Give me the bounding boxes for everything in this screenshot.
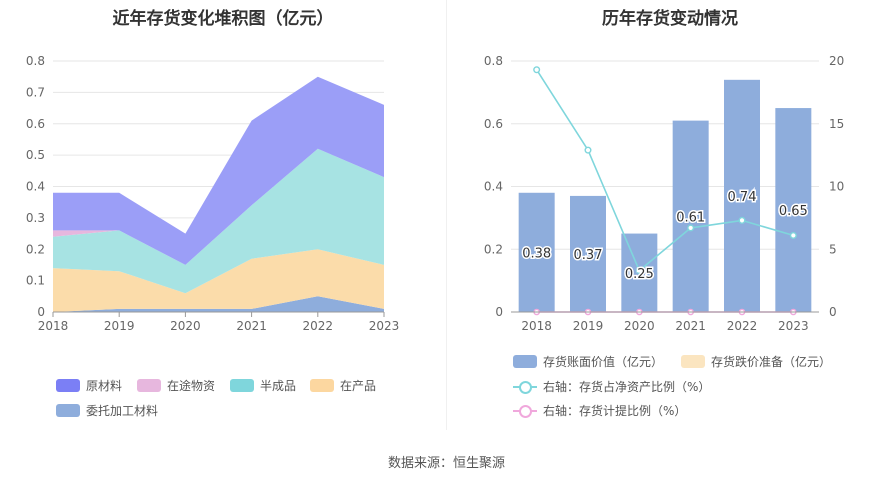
x-tick-label: 2020 (170, 319, 201, 333)
y-left-tick-label: 0.4 (484, 180, 503, 194)
x-tick-label: 2018 (38, 319, 69, 333)
line-point (533, 66, 541, 74)
area-series (53, 296, 384, 312)
x-tick-label: 2022 (727, 319, 758, 333)
stacked-area-chart: 0 0.1 0.2 0.3 0.4 0.5 0.6 0.7 0.8 2018 2019 2020 202… (26, 54, 400, 333)
area-series (53, 76, 384, 265)
x-tick-label: 2022 (303, 319, 334, 333)
data-source-footer: 数据来源：恒生聚源 (387, 456, 505, 471)
line-point (584, 146, 592, 154)
bar (672, 120, 709, 312)
legend-swatch (310, 379, 334, 392)
line-point (738, 216, 746, 224)
line-point (635, 267, 643, 275)
legend-item-semi-finished[interactable]: 半成品 (230, 377, 296, 394)
x-tick-label: 2019 (104, 319, 135, 333)
legend-item-outsourced[interactable]: 委托加工材料 (56, 402, 158, 419)
legend-label: 委托加工材料 (86, 404, 159, 418)
x-tick-label: 2021 (675, 319, 706, 333)
y-tick-label: 0.1 (26, 274, 45, 288)
area-series (53, 148, 384, 294)
y-tick-label: 0.4 (26, 180, 45, 194)
legend-item-inventory-ratio[interactable]: 右轴：存货占净资产比例（%） (513, 378, 710, 395)
bar-data-label: 0.25 (625, 267, 654, 282)
legend-label: 存货账面价值（亿元） (543, 355, 664, 369)
y-right-tick-label: 15 (829, 117, 844, 131)
y-right-tick-label: 20 (829, 54, 844, 68)
legend-item-impairment[interactable]: 存货跌价准备（亿元） (681, 353, 831, 370)
legend-label: 在途物资 (167, 379, 216, 393)
legend-label: 半成品 (260, 379, 297, 393)
y-tick-label: 0.2 (26, 242, 45, 256)
legend-swatch (56, 379, 80, 392)
legend-swatch (230, 379, 254, 392)
legend-label: 在产品 (340, 379, 377, 393)
x-tick-label: 2021 (236, 319, 267, 333)
y-tick-label: 0 (37, 305, 45, 319)
bar (775, 108, 812, 312)
line-point (789, 231, 797, 239)
legend-swatch (137, 379, 161, 392)
y-right-tick-label: 0 (829, 305, 837, 319)
legend-swatch (56, 404, 80, 417)
legend-swatch (513, 404, 537, 418)
bar-data-label: 0.38 (522, 246, 551, 261)
bar-data-label: 0.65 (779, 204, 808, 219)
right-chart-title: 历年存货变动情况 (602, 9, 738, 29)
y-left-tick-label: 0.6 (484, 117, 503, 131)
right-chart-panel: 历年存货变动情况 0 0.2 0.4 0.6 0.8 0 5 10 15 20 0.38 0.37 0.… (447, 0, 893, 430)
y-tick-label: 0.8 (26, 54, 45, 68)
legend-item-book-value[interactable]: 存货账面价值（亿元） (513, 353, 663, 370)
area-series (53, 249, 384, 312)
line-point (687, 224, 695, 232)
bar (518, 192, 555, 312)
panel-divider (446, 0, 447, 430)
y-tick-label: 0.7 (26, 85, 45, 99)
bar-line-combo-chart: 0 0.2 0.4 0.6 0.8 0 5 10 15 20 0.38 0.37 0.25 0.61 0.7… (484, 54, 844, 333)
legend-label: 右轴：存货占净资产比例（%） (543, 380, 711, 394)
legend-item-provision-ratio[interactable]: 右轴：存货计提比例（%） (513, 402, 686, 419)
x-tick-label: 2020 (624, 319, 655, 333)
left-chart-panel: 近年存货变化堆积图（亿元） 0 0.1 0.2 0.3 0.4 0.5 0.6 0.7 0.8 2… (0, 0, 446, 430)
y-tick-label: 0.5 (26, 148, 45, 162)
y-right-tick-label: 10 (829, 180, 844, 194)
legend-label: 原材料 (86, 379, 123, 393)
y-left-tick-label: 0 (495, 305, 503, 319)
bar-data-label: 0.74 (728, 190, 757, 205)
legend-swatch (513, 380, 537, 394)
y-left-tick-label: 0.2 (484, 242, 503, 256)
left-chart-title: 近年存货变化堆积图（亿元） (112, 9, 334, 29)
x-tick-label: 2023 (778, 319, 809, 333)
y-tick-label: 0.3 (26, 211, 45, 225)
legend-swatch (513, 355, 537, 368)
x-tick-label: 2018 (521, 319, 552, 333)
legend-label: 存货跌价准备（亿元） (711, 355, 832, 369)
line-series-inventory-ratio (536, 69, 794, 272)
bar (724, 79, 760, 312)
y-left-tick-label: 0.8 (484, 54, 503, 68)
legend-item-in-transit[interactable]: 在途物资 (137, 377, 215, 394)
x-tick-label: 2023 (369, 319, 400, 333)
bar-data-label: 0.37 (574, 248, 603, 263)
legend-swatch (681, 355, 705, 368)
legend-label: 右轴：存货计提比例（%） (543, 404, 687, 418)
y-tick-label: 0.6 (26, 117, 45, 131)
x-tick-label: 2019 (573, 319, 604, 333)
bar (570, 195, 606, 312)
bar-data-label: 0.61 (676, 210, 705, 225)
y-right-tick-label: 5 (829, 242, 837, 256)
legend-item-wip[interactable]: 在产品 (310, 377, 376, 394)
legend-item-raw-materials[interactable]: 原材料 (56, 377, 122, 394)
